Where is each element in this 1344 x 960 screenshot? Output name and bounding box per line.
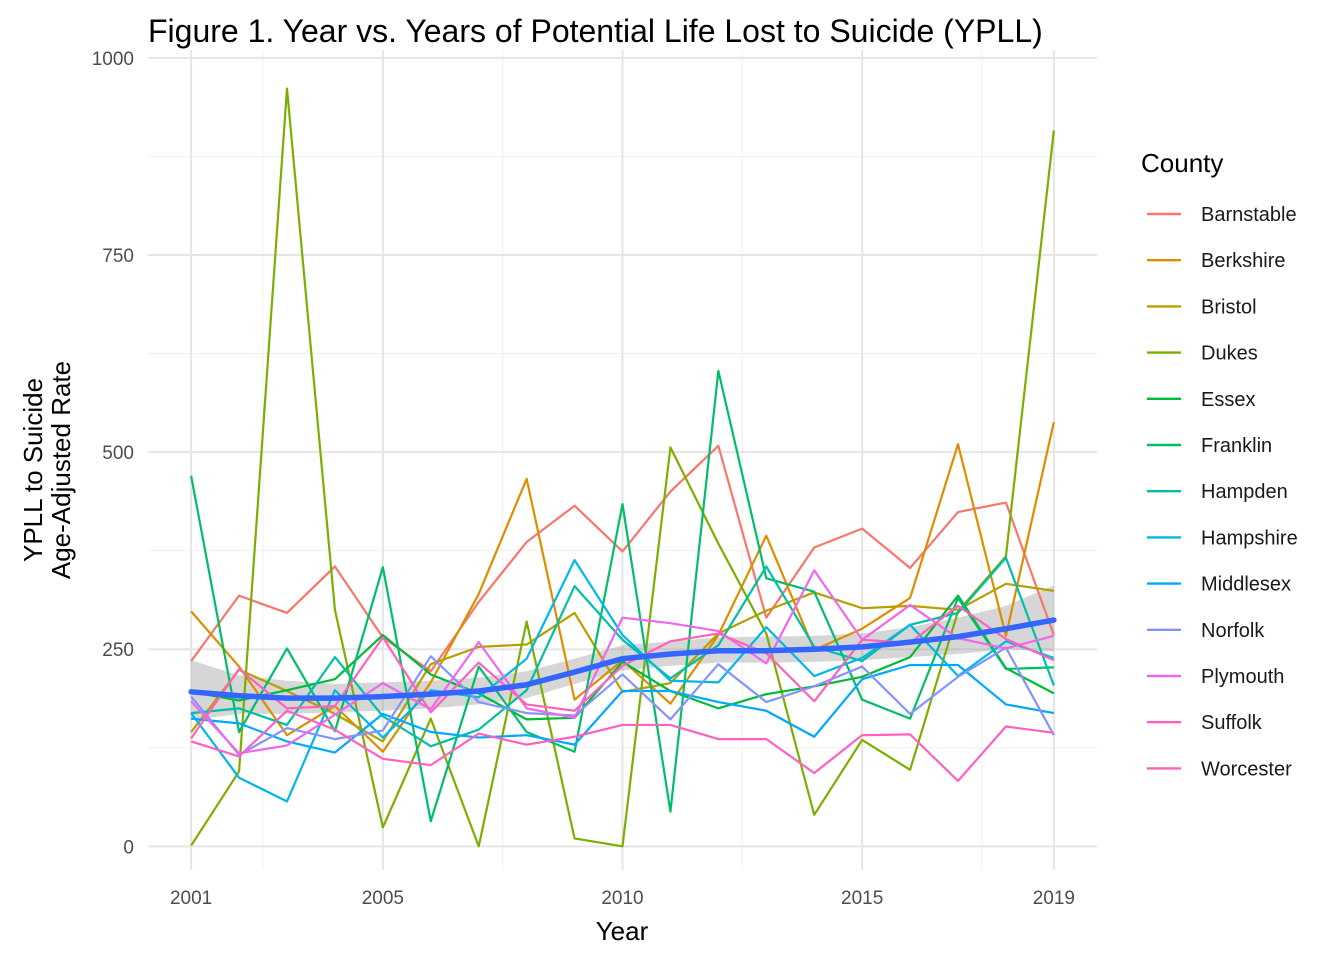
- y-axis-title: YPLL to Suicide Age-Adjusted Rate: [18, 361, 76, 579]
- legend-label-hampden: Hampden: [1201, 481, 1288, 503]
- chart-title: Figure 1. Year vs. Years of Potential Li…: [148, 13, 1043, 49]
- legend-label-essex: Essex: [1201, 389, 1255, 411]
- legend-item-franklin: Franklin: [1147, 435, 1272, 457]
- legend-label-bristol: Bristol: [1201, 296, 1257, 318]
- legend-item-hampden: Hampden: [1147, 481, 1288, 503]
- x-tick-label-2005: 2005: [362, 888, 404, 909]
- x-axis-ticks: 2001 2005 2010 2015 2019: [170, 888, 1075, 909]
- series-line-norfolk: [190, 646, 1055, 756]
- x-tick-label-2015: 2015: [841, 888, 883, 909]
- smooth-trend-line: [188, 617, 1057, 701]
- legend-label-suffolk: Suffolk: [1201, 712, 1263, 734]
- legend-label-berkshire: Berkshire: [1201, 250, 1285, 272]
- legend-item-norfolk: Norfolk: [1147, 620, 1265, 642]
- x-axis-title: Year: [596, 916, 649, 946]
- legend-label-franklin: Franklin: [1201, 435, 1272, 457]
- series-line-essex: [190, 594, 1055, 721]
- legend-item-suffolk: Suffolk: [1147, 712, 1263, 734]
- legend-item-hampshire: Hampshire: [1147, 527, 1298, 549]
- series-line-plymouth: [190, 569, 1055, 755]
- smooth-line: [188, 617, 1057, 701]
- major-gridlines: [148, 50, 1097, 870]
- legend-label-barnstable: Barnstable: [1201, 204, 1297, 226]
- series-line-dukes: [190, 87, 1055, 848]
- y-tick-label-0: 0: [123, 837, 134, 858]
- legend-label-dukes: Dukes: [1201, 343, 1258, 365]
- x-tick-label-2019: 2019: [1033, 888, 1075, 909]
- y-axis-title-line-1: YPLL to Suicide: [18, 378, 48, 562]
- legend-label-middlesex: Middlesex: [1201, 574, 1291, 596]
- y-tick-label-500: 500: [102, 443, 134, 464]
- series-line-middlesex: [191, 663, 1055, 754]
- legend-label-plymouth: Plymouth: [1201, 666, 1284, 688]
- legend-label-norfolk: Norfolk: [1201, 620, 1265, 642]
- legend-item-dukes: Dukes: [1147, 343, 1258, 365]
- series-line-hampshire: [190, 559, 1055, 803]
- legend-item-plymouth: Plymouth: [1147, 666, 1284, 688]
- legend: County Barnstable Berkshire Bristol Dukes Es…: [1141, 148, 1298, 780]
- confidence-band: [191, 585, 1054, 721]
- y-tick-label-250: 250: [102, 640, 134, 661]
- legend-item-bristol: Bristol: [1147, 296, 1257, 318]
- legend-item-berkshire: Berkshire: [1147, 250, 1285, 272]
- x-tick-label-2010: 2010: [601, 888, 643, 909]
- legend-label-hampshire: Hampshire: [1201, 527, 1298, 549]
- y-tick-label-1000: 1000: [92, 49, 134, 70]
- smooth-confidence-band: [191, 585, 1054, 721]
- legend-item-middlesex: Middlesex: [1147, 574, 1291, 596]
- series-line-barnstable: [190, 444, 1055, 673]
- legend-title: County: [1141, 148, 1223, 178]
- legend-label-worcester: Worcester: [1201, 758, 1292, 780]
- series-line-franklin: [190, 369, 1054, 823]
- x-tick-label-2001: 2001: [170, 888, 212, 909]
- y-tick-label-750: 750: [102, 246, 134, 267]
- legend-item-essex: Essex: [1147, 389, 1255, 411]
- series-line-suffolk: [190, 709, 1055, 783]
- legend-item-worcester: Worcester: [1147, 758, 1292, 780]
- y-axis-title-line-2: Age-Adjusted Rate: [46, 361, 76, 579]
- y-axis-ticks: 0 250 500 750 1000: [92, 49, 134, 858]
- legend-item-barnstable: Barnstable: [1147, 204, 1297, 226]
- legend-items: Barnstable Berkshire Bristol Dukes Essex Fran…: [1147, 204, 1298, 780]
